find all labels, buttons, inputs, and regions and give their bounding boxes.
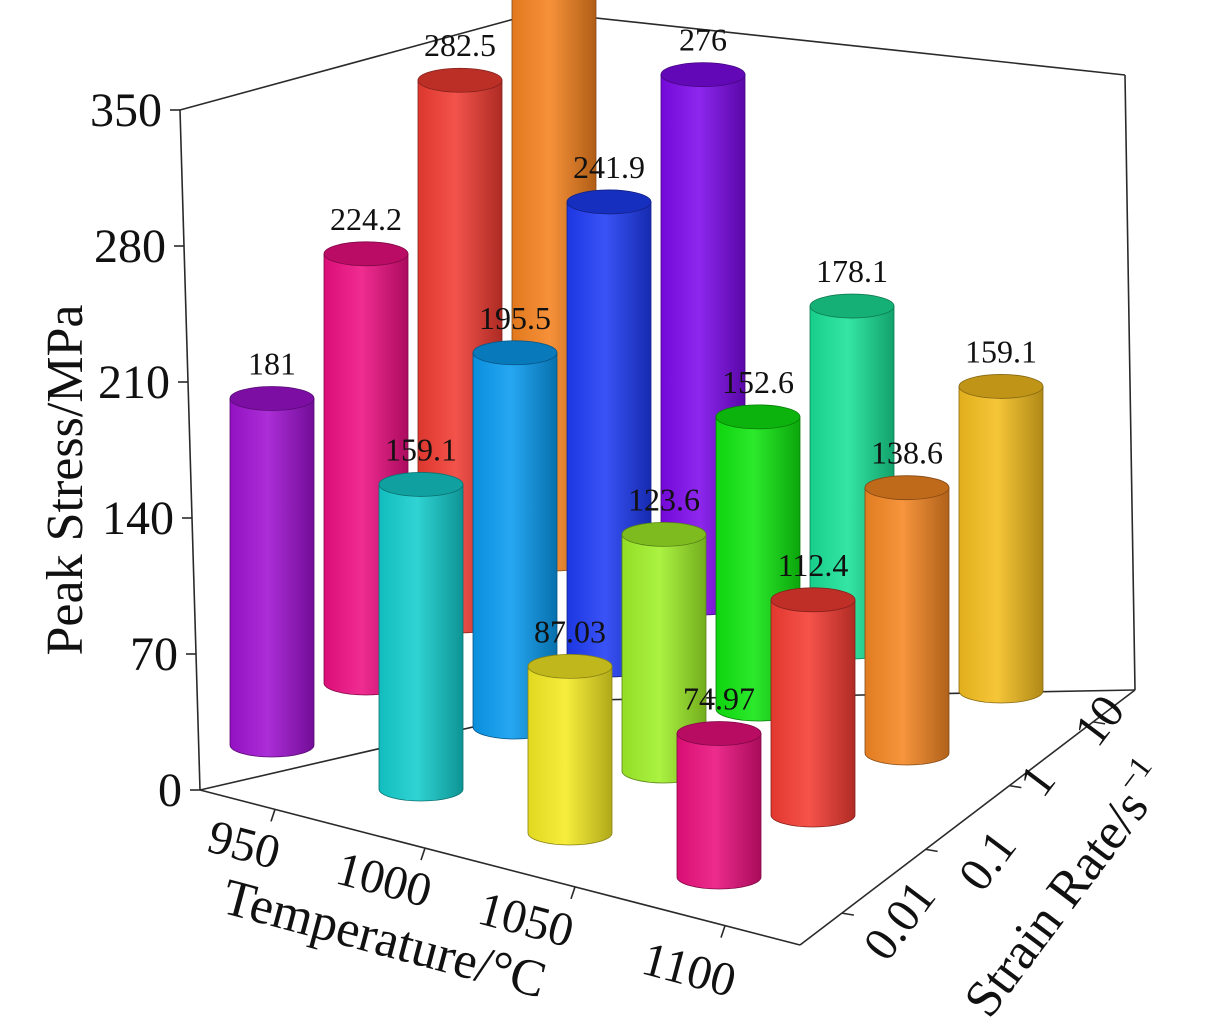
- back-left-edge: [179, 109, 201, 791]
- bar-top: [715, 404, 801, 430]
- bar-value-label: 112.4: [778, 547, 849, 583]
- bar: [958, 374, 1044, 704]
- bar-top: [229, 386, 315, 411]
- bar-value-label: 138.6: [871, 435, 943, 471]
- strain-rate-tick-label: 1: [1009, 755, 1066, 806]
- bar: [527, 653, 613, 846]
- bar-body: [676, 733, 762, 890]
- floor-strain-edge: [799, 689, 1136, 946]
- bar-value-label: 181: [248, 346, 296, 382]
- bar-top: [566, 189, 652, 215]
- strain-rate-tick-label: 0.1: [948, 821, 1026, 901]
- z-axis-ticks: 0 70 140 210 280 350: [90, 84, 200, 817]
- bar-top: [660, 62, 746, 88]
- floor-temperature-edge: [199, 789, 801, 946]
- strain-rate-tick: [925, 848, 938, 853]
- bar-value-label: 152.6: [722, 364, 794, 400]
- bar-top: [676, 721, 762, 746]
- bar-value-label: 74.97: [683, 680, 755, 716]
- bar: [229, 386, 315, 758]
- z-tick-label: 140: [102, 492, 174, 545]
- bar: [676, 721, 762, 890]
- strain-rate-tick-label: 0.01: [853, 871, 946, 970]
- z-tick-label: 70: [130, 628, 178, 681]
- bar-value-label: 276: [679, 22, 727, 58]
- z-tick-label: 280: [94, 220, 166, 273]
- bar-value-label: 87.03: [534, 613, 606, 649]
- bar: [621, 521, 707, 784]
- bar-top: [417, 67, 503, 93]
- strain-rate-tick: [841, 912, 855, 916]
- bar: [864, 475, 950, 766]
- strain-rate-tick: [1092, 721, 1106, 725]
- bar-value-label: 224.2: [330, 201, 402, 237]
- bar-value-label: 159.1: [965, 333, 1037, 369]
- temperature-tick-label: 1100: [637, 932, 742, 1008]
- bar-body: [958, 386, 1044, 704]
- data-labels-group: 333.1276178.1159.1282.5241.9152.6138.622…: [248, 22, 1037, 717]
- back-right-edge: [1124, 74, 1136, 691]
- temperature-tick: [270, 809, 276, 822]
- bar-body: [864, 487, 950, 766]
- bar-top: [770, 587, 856, 613]
- bar-top: [527, 653, 613, 679]
- strain-rate-tick-label: 10: [1064, 686, 1135, 756]
- back-top-edge-left: [179, 11, 541, 111]
- bar-value-label: 159.1: [385, 431, 457, 467]
- bar-body: [770, 599, 856, 828]
- z-tick-label: 210: [98, 356, 170, 409]
- z-axis-title: Peak Stress/MPa: [37, 305, 94, 656]
- bar-value-label: 241.9: [573, 149, 645, 185]
- back-top-edge-right: [539, 11, 1126, 76]
- bar: [770, 587, 856, 828]
- bar-top: [323, 241, 409, 267]
- temperature-tick: [720, 925, 726, 938]
- bar-top: [472, 340, 558, 366]
- bar-top: [809, 293, 895, 319]
- bar: [378, 472, 464, 802]
- temperature-tick: [420, 847, 426, 861]
- bar-top: [958, 374, 1044, 399]
- bar-value-label: 195.5: [479, 300, 551, 336]
- strain-rate-axis-title-main: Strain Rate/s: [953, 780, 1159, 1028]
- strain-rate-tick: [1009, 784, 1022, 789]
- bar-value-label: 178.1: [816, 253, 888, 289]
- bar-body: [229, 398, 315, 758]
- bar-value-label: 123.6: [628, 481, 700, 517]
- bar-top: [864, 475, 950, 501]
- temperature-tick-label: 950: [202, 810, 285, 880]
- temperature-tick: [570, 886, 576, 900]
- bar-value-label: 282.5: [424, 27, 496, 63]
- bar-body: [378, 484, 464, 802]
- bars-group: [229, 0, 1044, 890]
- bar-body: [527, 666, 613, 846]
- z-tick-label: 0: [158, 764, 182, 817]
- z-tick-label: 350: [90, 84, 162, 137]
- bar-top: [378, 472, 464, 497]
- bar-top: [621, 521, 707, 547]
